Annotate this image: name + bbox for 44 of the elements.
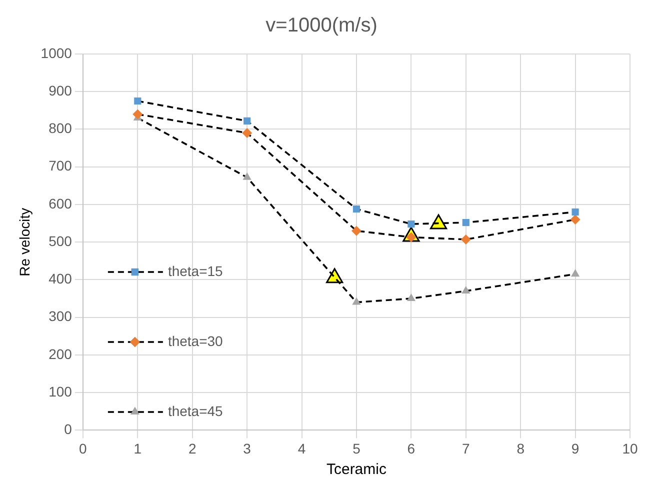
x-tick-label: 0 [79,440,88,456]
x-tick-label: 4 [298,440,306,456]
point [572,208,579,216]
y-tick-label: 500 [48,232,72,249]
y-tick-label: 600 [48,195,72,212]
y-tick-label: 700 [48,158,72,174]
chart-title: v=1000(m/s) [266,14,378,37]
x-tick-label: 7 [462,440,470,456]
y-tick-label: 100 [48,383,72,400]
x-tick-label: 5 [352,440,361,456]
y-tick-label: 800 [48,120,72,136]
y-tick-label: 900 [48,82,72,98]
x-tick-label: 8 [516,440,525,456]
y-tick-label: 400 [48,270,72,287]
point [462,219,470,226]
y-tick-label: 300 [48,308,72,324]
point [352,297,361,305]
point [352,205,360,213]
x-tick-label: 10 [622,440,638,456]
legend-label: theta=45 [168,402,224,419]
point [570,269,580,277]
x-tick-label: 6 [407,440,416,456]
legend-label: theta=15 [168,262,224,279]
x-tick-label: 2 [188,440,196,456]
x-tick-label: 1 [134,440,142,456]
point [406,294,416,302]
y-tick-label: 0 [64,421,72,438]
y-tick-label: 1000 [40,44,72,61]
point [462,286,470,294]
point [408,220,415,228]
x-tick-label: 3 [243,440,252,456]
point [242,172,252,180]
legend-label: theta=30 [168,332,224,349]
point [460,234,471,244]
y-axis-title: Re velocity [16,208,32,276]
point [570,214,580,225]
point [134,97,142,105]
point [351,226,362,236]
point [244,117,251,124]
x-axis-title: Tceramic [326,461,387,478]
point [132,109,143,120]
point [242,128,252,138]
x-tick-label: 9 [571,440,580,456]
y-tick-label: 200 [48,346,72,362]
